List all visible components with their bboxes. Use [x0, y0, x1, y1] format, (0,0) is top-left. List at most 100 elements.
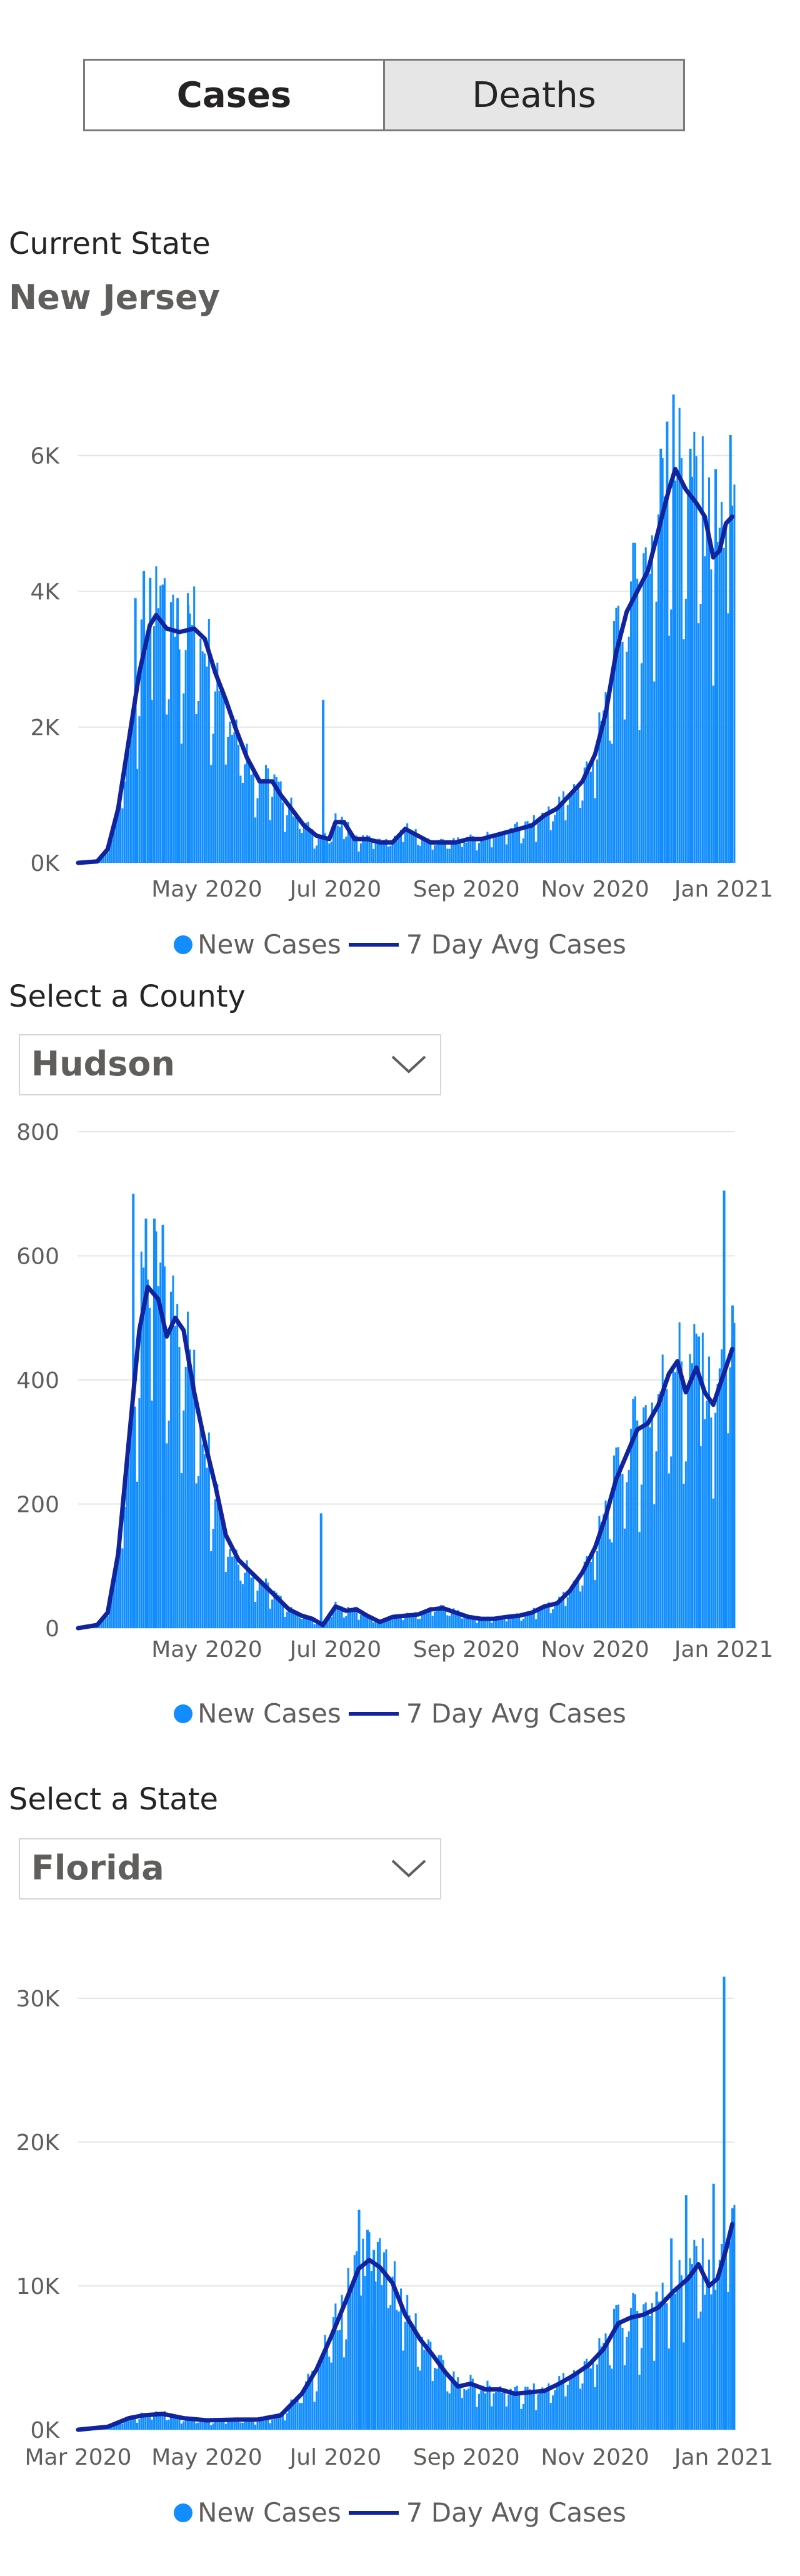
- new-cases-bar: [516, 2385, 518, 2430]
- new-cases-bar: [642, 2304, 645, 2430]
- new-cases-bar: [647, 566, 649, 863]
- new-cases-bar: [161, 2412, 164, 2430]
- new-cases-bar: [598, 1516, 601, 1628]
- new-cases-bar: [716, 2273, 719, 2430]
- new-cases-bar: [543, 1605, 546, 1628]
- new-cases-bar: [476, 1623, 478, 1628]
- chevron-down-icon: [391, 1859, 426, 1878]
- county-dropdown[interactable]: Hudson: [19, 1034, 441, 1095]
- new-cases-bar: [509, 2388, 512, 2430]
- new-cases-bar: [233, 1556, 236, 1628]
- new-cases-bar: [222, 696, 225, 863]
- new-cases-bar: [334, 2303, 337, 2430]
- new-cases-bar: [182, 693, 185, 863]
- new-cases-bar: [288, 1610, 291, 1628]
- new-cases-spike-bar: [149, 578, 152, 863]
- legend-new-cases: New Cases: [174, 1698, 341, 1729]
- new-cases-bar: [262, 1583, 265, 1628]
- new-cases-bar: [657, 514, 659, 863]
- new-cases-bar: [104, 1612, 107, 1628]
- new-cases-bar: [647, 2310, 649, 2430]
- new-cases-bar: [168, 699, 170, 863]
- new-cases-bar: [244, 2420, 246, 2430]
- new-cases-bar: [254, 817, 257, 863]
- new-cases-bar: [617, 1447, 619, 1628]
- state-dropdown[interactable]: Florida: [19, 1838, 441, 1899]
- new-cases-bar: [461, 2398, 463, 2430]
- new-cases-bar: [520, 2408, 522, 2430]
- new-cases-bar: [235, 1549, 238, 1628]
- selected-state-cases-chart: 0K 10K 20K 30K Mar 2020 May 2020 Jul 2020 Sep 2…: [0, 1957, 800, 2476]
- new-cases-bar: [180, 743, 182, 863]
- new-cases-bar: [583, 767, 586, 863]
- new-cases-bar: [548, 1602, 550, 1628]
- new-cases-bar: [412, 2329, 415, 2430]
- new-cases-bar: [634, 542, 636, 863]
- new-cases-bar: [269, 820, 271, 863]
- new-cases-bar: [638, 2375, 641, 2430]
- x-tick-label: Sep 2020: [413, 1637, 520, 1663]
- legend-avg-cases-label: 7 Day Avg Cases: [406, 2497, 626, 2528]
- new-cases-bar: [630, 581, 632, 863]
- y-tick-label: 20K: [16, 2130, 61, 2156]
- new-cases-bar: [138, 716, 141, 863]
- y-tick-label: 10K: [16, 2274, 61, 2300]
- new-cases-bar: [149, 1307, 151, 1628]
- new-cases-bar: [609, 2365, 611, 2430]
- new-cases-bar: [342, 2357, 345, 2430]
- new-cases-bar: [398, 838, 400, 863]
- new-cases-bar: [123, 781, 126, 863]
- new-cases-spike-bar: [153, 1218, 156, 1628]
- new-cases-bar: [436, 1611, 438, 1628]
- new-cases-bar: [279, 1596, 282, 1628]
- new-cases-bar: [336, 2330, 339, 2430]
- new-cases-bar: [718, 2260, 721, 2430]
- new-cases-bar: [153, 2415, 156, 2430]
- new-cases-bar: [400, 830, 402, 863]
- new-cases-bar: [532, 815, 535, 863]
- new-cases-bar: [134, 1406, 136, 1628]
- new-cases-bar: [494, 2392, 498, 2430]
- new-cases-bar: [531, 2393, 533, 2430]
- measure-tabs: Cases Deaths: [83, 59, 685, 131]
- tab-deaths[interactable]: Deaths: [385, 59, 685, 131]
- new-cases-bar: [417, 2367, 419, 2430]
- new-cases-bar: [261, 2418, 263, 2430]
- new-cases-bar: [356, 2251, 358, 2430]
- new-cases-bar: [345, 837, 348, 863]
- new-cases-bar: [174, 2417, 176, 2430]
- new-cases-bar: [109, 1606, 111, 1628]
- new-cases-bar: [238, 745, 240, 863]
- new-cases-bar: [239, 2422, 242, 2430]
- new-cases-bar: [410, 1615, 412, 1628]
- new-cases-bar: [402, 842, 404, 863]
- new-cases-bar: [121, 1548, 124, 1628]
- tab-cases[interactable]: Cases: [83, 59, 385, 131]
- new-cases-bar: [716, 1384, 719, 1628]
- x-tick-label: Jul 2020: [289, 877, 382, 902]
- legend-new-cases-label: New Cases: [198, 929, 341, 960]
- new-cases-bar: [339, 2330, 341, 2430]
- new-cases-bar: [444, 1607, 446, 1628]
- new-cases-bar: [286, 1611, 288, 1628]
- new-cases-bar: [349, 833, 352, 863]
- new-cases-bar: [111, 1581, 113, 1628]
- y-tick-label: 30K: [16, 1986, 61, 2012]
- new-cases-bar: [636, 2310, 639, 2430]
- new-cases-bar: [326, 838, 328, 863]
- new-cases-bar: [193, 1349, 196, 1628]
- new-cases-bar: [199, 638, 202, 863]
- new-cases-bar: [613, 621, 616, 863]
- y-tick-label: 0: [45, 1616, 59, 1642]
- new-cases-bar: [324, 833, 326, 863]
- new-cases-spike-bar: [161, 1224, 164, 1628]
- x-tick-label: Nov 2020: [541, 877, 649, 902]
- x-tick-label: Jul 2020: [289, 2445, 382, 2470]
- new-cases-bar: [414, 2313, 417, 2430]
- new-cases-bar: [383, 2252, 386, 2430]
- new-cases-bar: [385, 1618, 388, 1628]
- new-cases-bar: [180, 1473, 182, 1628]
- new-cases-bar: [442, 2360, 444, 2430]
- new-cases-bar: [199, 1426, 202, 1628]
- new-cases-bar: [492, 1619, 495, 1628]
